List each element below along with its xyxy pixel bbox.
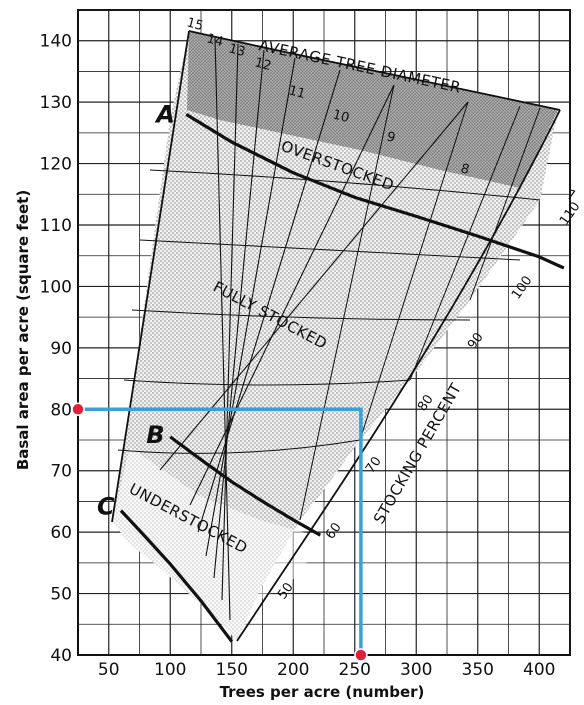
y-tick-label: 90: [50, 339, 72, 359]
diameter-line: [221, 43, 239, 601]
diameter-label: 13: [227, 41, 247, 60]
y-tick-label: 140: [40, 32, 72, 52]
x-tick-label: 150: [216, 660, 248, 680]
diameter-line: [189, 84, 395, 506]
x-tick-labels: 50 100 150 200 250 300 350 400: [98, 660, 556, 680]
x-tick-label: 250: [339, 660, 371, 680]
x-tick-label: 350: [462, 660, 494, 680]
diameter-line: [299, 84, 395, 521]
diameter-line: [197, 69, 341, 533]
diameter-line: [213, 49, 265, 579]
highlight-reading: [71, 402, 368, 662]
overstocked-region: [187, 31, 558, 188]
stocking-curve: [139, 239, 521, 261]
y-tick-label: 60: [50, 523, 72, 543]
x-tick-label: 400: [523, 660, 555, 680]
curve-label-c: C: [97, 493, 115, 521]
curve-c: [119, 509, 234, 643]
y-tick-label: 40: [50, 646, 72, 666]
y-tick-label: 80: [50, 400, 72, 420]
y-tick-label: 70: [50, 462, 72, 482]
diameter-label: 15: [185, 15, 205, 34]
stocking-curve: [149, 169, 541, 201]
x-tick-label: 200: [277, 660, 309, 680]
highlight-point-y: [71, 402, 85, 417]
curve-label-a: A: [154, 100, 175, 128]
diameter-label: 10: [331, 107, 351, 126]
outer-boundary: [111, 30, 561, 642]
curve-a: [185, 113, 565, 270]
highlight-point-x: [354, 648, 368, 662]
understocked-region: [112, 447, 320, 641]
curve-label-b: B: [146, 421, 164, 449]
x-axis-label: Trees per acre (number): [220, 683, 425, 701]
curve-b: [169, 435, 322, 537]
x-tick-label: 100: [154, 660, 186, 680]
boundary-curves: A B C: [97, 100, 565, 643]
y-tick-label: 50: [50, 585, 72, 605]
x-tick-label: 300: [400, 660, 432, 680]
stocking-curve: [131, 309, 471, 321]
diameter-line: [409, 105, 521, 381]
diameter-line: [359, 101, 469, 441]
y-tick-labels: 40 50 60 70 80 90 100 110 120 130 140: [40, 32, 72, 666]
stocking-curve: [123, 379, 411, 386]
diameter-label: 12: [253, 55, 273, 74]
y-tick-label: 130: [40, 93, 72, 113]
diameter-label: 9: [385, 129, 397, 146]
y-tick-label: 120: [40, 155, 72, 175]
stocking-curves: [117, 169, 541, 454]
fully-stocked-region: [112, 31, 558, 641]
stocking-curve: [117, 439, 361, 454]
y-axis-label: Basal area per acre (square feet): [14, 190, 32, 470]
x-tick-label: 50: [98, 660, 120, 680]
highlight-line: [78, 407, 363, 655]
diameter-label: 11: [287, 83, 307, 102]
y-tick-label: 100: [40, 277, 72, 297]
diameter-label: 8: [459, 161, 471, 178]
y-tick-label: 110: [40, 216, 72, 236]
diameter-label: 14: [205, 31, 225, 50]
diameter-line: [469, 107, 541, 301]
diameter-label: 7: [565, 187, 577, 204]
